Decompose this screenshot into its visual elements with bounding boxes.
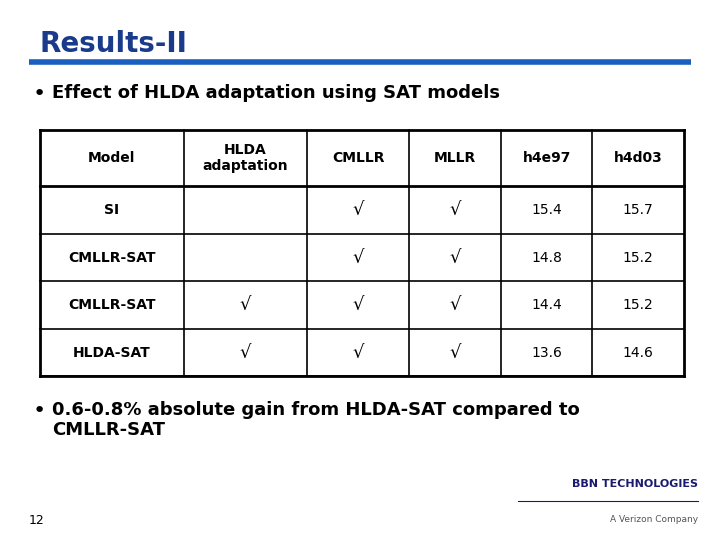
Text: √: √ [449,248,461,267]
Text: SI: SI [104,203,120,217]
Text: A Verizon Company: A Verizon Company [611,515,698,524]
Text: 12: 12 [29,514,45,526]
Text: 15.2: 15.2 [623,251,654,265]
Text: 13.6: 13.6 [531,346,562,360]
Text: √: √ [353,296,364,314]
Text: h4d03: h4d03 [614,151,662,165]
Text: 15.4: 15.4 [531,203,562,217]
Text: Results-II: Results-II [40,30,187,58]
Text: 14.8: 14.8 [531,251,562,265]
Text: 14.6: 14.6 [623,346,654,360]
Text: Model: Model [88,151,135,165]
Text: •: • [32,84,45,104]
Text: 0.6-0.8% absolute gain from HLDA-SAT compared to
CMLLR-SAT: 0.6-0.8% absolute gain from HLDA-SAT com… [52,401,580,440]
Text: √: √ [449,201,461,219]
Text: √: √ [240,343,251,362]
Text: 14.4: 14.4 [531,298,562,312]
Text: 15.7: 15.7 [623,203,654,217]
Text: √: √ [353,248,364,267]
Text: CMLLR: CMLLR [332,151,384,165]
Text: √: √ [353,343,364,362]
Text: HLDA
adaptation: HLDA adaptation [203,143,289,173]
Text: h4e97: h4e97 [523,151,571,165]
Text: •: • [32,401,45,421]
Text: √: √ [353,201,364,219]
Text: CMLLR-SAT: CMLLR-SAT [68,298,156,312]
Text: 15.2: 15.2 [623,298,654,312]
Text: CMLLR-SAT: CMLLR-SAT [68,251,156,265]
Text: Effect of HLDA adaptation using SAT models: Effect of HLDA adaptation using SAT mode… [52,84,500,102]
Text: BBN TECHNOLOGIES: BBN TECHNOLOGIES [572,478,698,489]
Text: √: √ [449,296,461,314]
Text: MLLR: MLLR [434,151,476,165]
Text: √: √ [240,296,251,314]
Text: HLDA-SAT: HLDA-SAT [73,346,150,360]
Text: √: √ [449,343,461,362]
